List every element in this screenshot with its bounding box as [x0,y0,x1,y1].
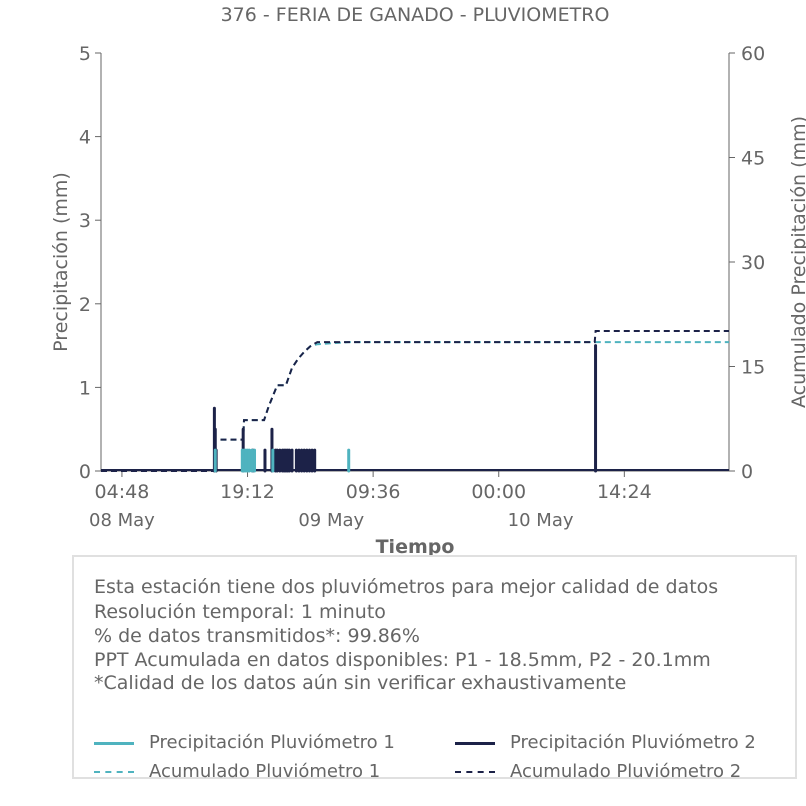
note-line: *Calidad de los datos aún sin verificar … [94,672,627,694]
legend-label: Precipitación Pluviómetro 1 [149,732,395,753]
y-tick-label-left: 3 [79,210,91,232]
cumulative-p2-line [101,330,729,472]
info-legend-box: Esta estación tiene dos pluviómetros par… [72,555,797,782]
y-tick-label-left: 4 [79,127,91,149]
rainfall-chart: 376 - FERIA DE GANADO - PLUVIOMETRO 0 1 2 3… [50,4,806,558]
x-tick-label: 14:24 [597,481,652,503]
y-tick-label-right: 0 [741,461,753,483]
y-tick-label-right: 15 [741,357,765,379]
note-line: PPT Acumulada en datos disponibles: P1 -… [94,649,711,671]
legend-swatch-dashed [455,771,495,773]
y-tick-label-right: 60 [741,43,765,65]
cumulative-p1-line [101,341,729,472]
x-date-label: 09 May [298,510,364,531]
legend-label: Precipitación Pluviómetro 2 [510,732,756,753]
y-tick-label-left: 1 [79,377,91,399]
x-tick-label: 00:00 [471,481,526,503]
chart-title: 376 - FERIA DE GANADO - PLUVIOMETRO [221,4,610,26]
y-tick-label-left: 5 [79,43,91,65]
note-line: Esta estación tiene dos pluviómetros par… [94,576,719,598]
legend-swatch-dashed [94,771,134,773]
y-axis-label-left: Precipitación (mm) [50,172,72,352]
note-line: % de datos transmitidos*: 99.86% [94,625,420,647]
legend-label: Acumulado Pluviómetro 1 [149,761,381,782]
x-axis-label: Tiempo [376,536,455,558]
y-tick-label-left: 2 [79,294,91,316]
y-axis-label-right: Acumulado Precipitación (mm) [788,116,806,408]
y-tick-label-left: 0 [79,461,91,483]
legend-swatch-solid [455,742,495,745]
note-line: Resolución temporal: 1 minuto [94,601,386,623]
x-date-label: 10 May [508,510,574,531]
x-tick-label: 04:48 [95,481,150,503]
x-tick-label: 19:12 [220,481,275,503]
y-tick-label-right: 30 [741,252,765,274]
legend-label: Acumulado Pluviómetro 2 [510,761,742,782]
y-tick-label-right: 45 [741,148,765,170]
legend-swatch-solid [94,742,134,745]
x-tick-label: 09:36 [346,481,401,503]
x-date-label: 08 May [89,510,155,531]
